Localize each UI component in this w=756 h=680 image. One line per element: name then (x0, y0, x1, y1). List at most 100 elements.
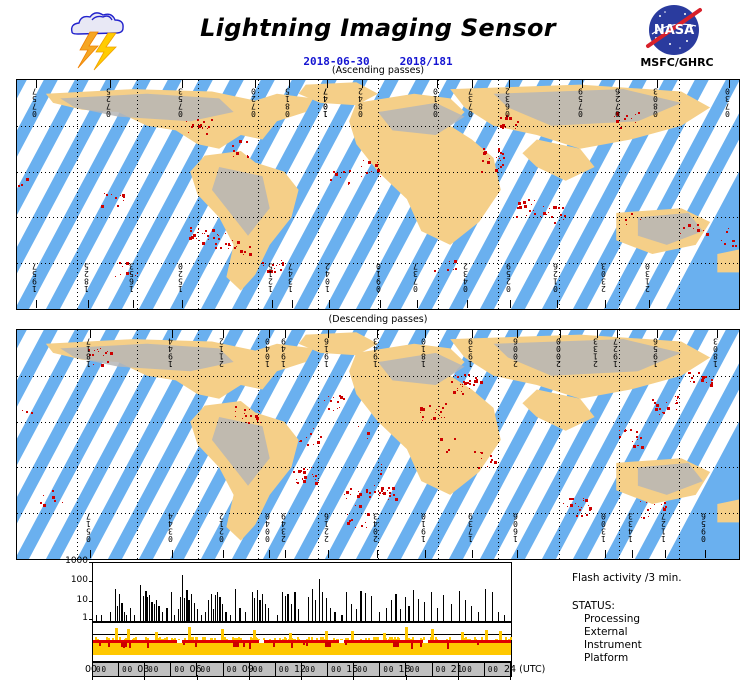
x-axis-tick-label: 00 (85, 664, 98, 675)
flash-point (361, 176, 362, 177)
flash-point (457, 376, 459, 378)
flash-bar (155, 600, 158, 621)
flash-point (451, 381, 453, 383)
flash-point (272, 264, 274, 266)
map-ascending-passes[interactable]: 0757 0725 0753 0720 1047 0815 1047 0842 0910 0737… (16, 79, 740, 310)
flash-point (350, 494, 351, 495)
flash-bar (254, 598, 256, 621)
flash-point (659, 414, 660, 415)
x-axis-tick-label: 18 (398, 664, 411, 675)
flash-point (382, 493, 383, 494)
flash-point (89, 354, 91, 356)
platform-cell: 00 (328, 663, 355, 676)
status-plot[interactable] (92, 622, 512, 662)
orbit-tick (36, 80, 37, 88)
flash-point (636, 436, 638, 438)
external-spike (211, 638, 213, 640)
flash-point (589, 507, 592, 510)
flash-point (218, 235, 219, 236)
flash-point (661, 504, 662, 505)
flash-bar (437, 607, 439, 621)
flash-bar (129, 607, 131, 621)
flash-bar (204, 611, 206, 621)
flash-point (218, 238, 220, 240)
platform-bar[interactable]: 00 00 00 00 00 00 00 00 00 00 00 00 00 00 00 00 (92, 662, 512, 677)
orbit-tick (417, 300, 418, 308)
external-spike (184, 638, 186, 640)
flash-point (303, 480, 306, 483)
flash-point (115, 276, 116, 277)
flash-point (554, 222, 556, 224)
x-axis-tick (144, 675, 146, 680)
flash-point (543, 206, 544, 207)
flash-point (389, 492, 391, 494)
flash-bar (284, 595, 286, 621)
flash-point (388, 499, 389, 500)
flash-point (624, 430, 626, 432)
flash-point (247, 155, 248, 156)
grid-meridian (137, 80, 138, 309)
orbit-tick (110, 80, 111, 88)
flash-point (260, 422, 261, 423)
external-spike (325, 631, 328, 640)
flash-bar (217, 592, 219, 621)
grid-meridian (378, 80, 379, 309)
flash-point (495, 169, 498, 172)
orbit-tick (255, 80, 256, 88)
flash-point (442, 407, 444, 409)
flash-point (249, 246, 251, 248)
flash-bar (259, 600, 261, 621)
flash-point (198, 229, 199, 230)
grid-meridian (559, 330, 560, 559)
flash-bar (170, 592, 172, 621)
external-spike (232, 637, 234, 640)
platform-cell-label: 00 (122, 665, 134, 674)
external-spike (238, 637, 240, 640)
flash-point (473, 384, 475, 386)
flash-bar (177, 609, 179, 621)
flash-point (680, 233, 681, 234)
flash-activity-chart[interactable]: 1 10 100 1000 00 00 00 00 00 00 00 00 00 00 00 00 00 00 0… (0, 556, 756, 680)
external-spike (106, 637, 108, 640)
flash-point (120, 274, 121, 275)
flash-bar (399, 609, 401, 621)
flash-point (355, 505, 356, 506)
flash-bar (423, 601, 426, 621)
flash-point (650, 508, 651, 509)
flash-point (282, 264, 284, 266)
flash-point (436, 409, 437, 410)
flash-point (706, 233, 709, 236)
flash-point (502, 164, 504, 166)
orbit-tick (133, 300, 134, 308)
orbit-time-label: 0737 (411, 263, 420, 293)
flash-point (647, 509, 649, 511)
flash-point (333, 397, 334, 398)
grid-meridian (77, 330, 78, 559)
flash-point (263, 265, 264, 266)
flash-activity-plot[interactable] (92, 562, 512, 622)
flash-point (333, 410, 334, 411)
flash-point (448, 449, 450, 451)
flash-point (422, 416, 424, 418)
processing-tick (411, 643, 413, 649)
flash-point (528, 199, 530, 201)
flash-bar (325, 598, 327, 621)
flash-point (270, 270, 273, 273)
external-spike (224, 637, 226, 640)
flash-point (383, 492, 386, 495)
flash-point (534, 213, 536, 215)
external-spike (306, 639, 308, 640)
map-descending-passes[interactable]: 1817 1944 2112 1040 1949 1916 1943 1810 1939 2006… (16, 329, 740, 560)
flash-point (480, 381, 483, 384)
flash-bar (234, 589, 237, 621)
flash-point (207, 128, 208, 129)
page-title: Lightning Imaging Sensor (200, 14, 556, 42)
x-axis-tick-label: 09 (241, 664, 254, 675)
platform-cell: 00 (119, 663, 146, 676)
flash-bar (225, 611, 227, 621)
y-axis-tick (89, 600, 93, 602)
flash-point (652, 399, 654, 401)
external-spike (320, 637, 322, 640)
flash-point (217, 234, 218, 235)
external-spike (341, 639, 343, 640)
